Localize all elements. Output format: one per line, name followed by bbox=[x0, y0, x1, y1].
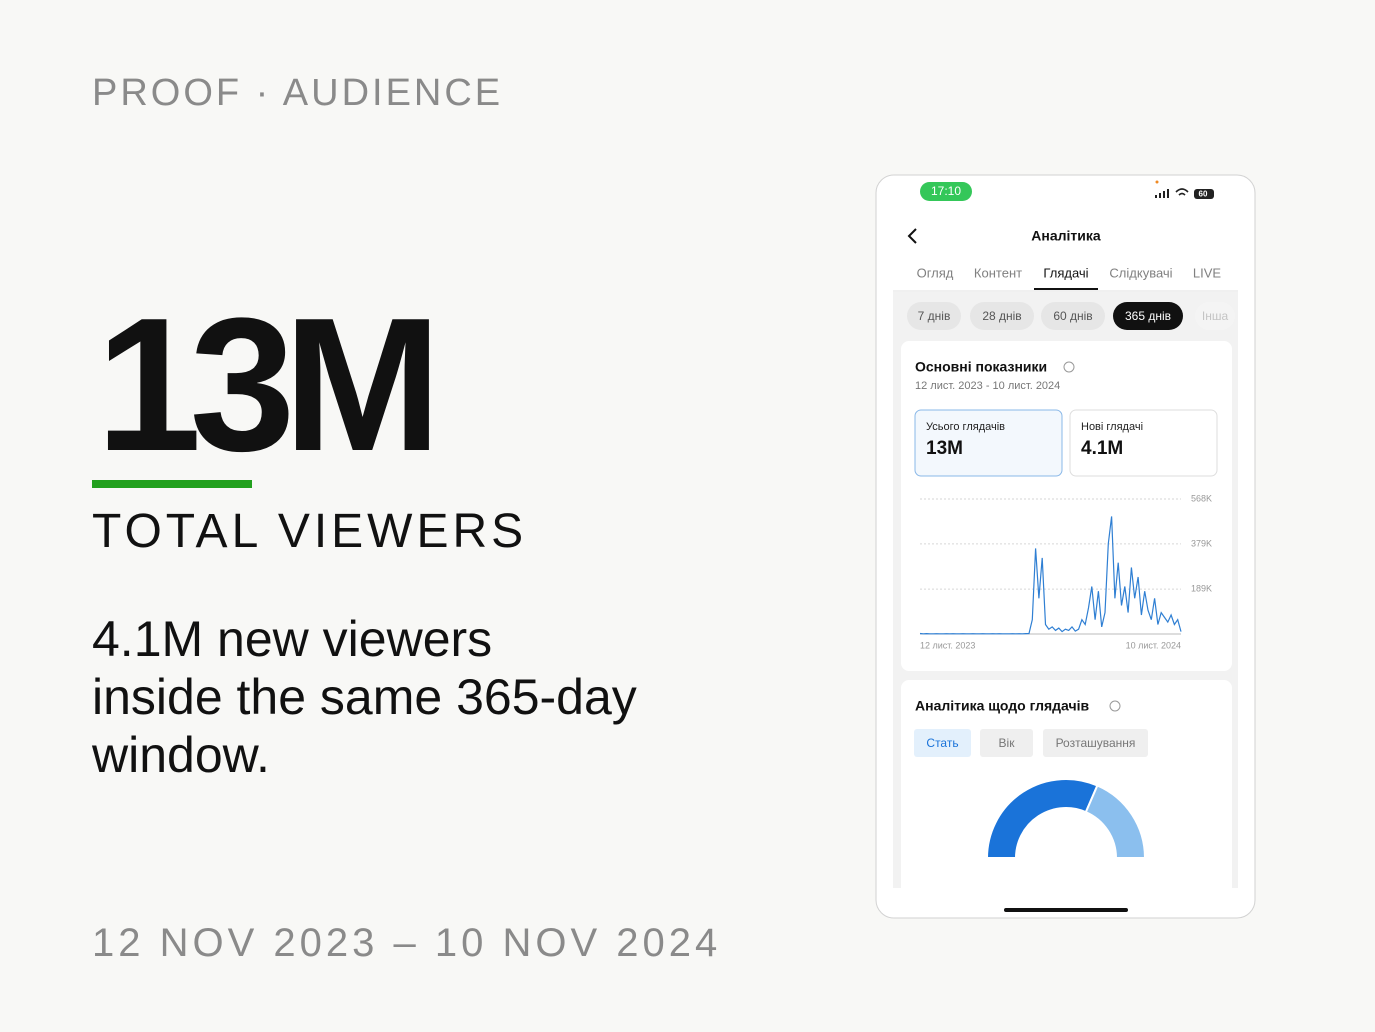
battery bbox=[1194, 189, 1214, 199]
card-title: Аналітика щодо глядачів bbox=[915, 698, 1089, 714]
metric-box[interactable] bbox=[914, 409, 1063, 477]
audience-chip-label: Розташування bbox=[1056, 736, 1136, 750]
period-chip[interactable] bbox=[907, 302, 961, 330]
description: 4.1M new viewers inside the same 365-day w… bbox=[92, 610, 637, 784]
period-chip[interactable] bbox=[1195, 302, 1235, 330]
tab[interactable]: Слідкувачі bbox=[1109, 265, 1172, 280]
description-line: inside the same 365-day bbox=[92, 669, 637, 725]
metric-label: Усього глядачів bbox=[926, 421, 1005, 433]
description-line: window. bbox=[92, 727, 270, 783]
audience-chip-label: Стать bbox=[926, 736, 958, 750]
signal bbox=[1155, 189, 1169, 198]
info-icon[interactable] bbox=[1063, 361, 1075, 373]
period-chip-label: 365 днів bbox=[1125, 309, 1171, 323]
metric-value: 4.1M bbox=[1081, 438, 1123, 459]
eyebrow: PROOF · AUDIENCE bbox=[92, 72, 504, 114]
audience-chip[interactable] bbox=[980, 729, 1033, 757]
line-series bbox=[919, 516, 1182, 635]
screen-title: Аналітика bbox=[1031, 228, 1101, 244]
period-chip[interactable] bbox=[970, 302, 1034, 330]
period-chip-label: 60 днів bbox=[1053, 309, 1092, 323]
description-line: 4.1M new viewers bbox=[92, 611, 493, 667]
period-chip[interactable] bbox=[1041, 302, 1105, 330]
wifi bbox=[1175, 188, 1189, 196]
info-icon[interactable] bbox=[1109, 700, 1121, 712]
battery-level: 60 bbox=[1199, 190, 1208, 199]
tab[interactable]: Контент bbox=[974, 265, 1022, 280]
y-tick-label: 568K bbox=[1191, 493, 1212, 503]
headline: 13M bbox=[96, 279, 442, 491]
x-tick-label: 12 лист. 2023 bbox=[920, 640, 975, 650]
tab[interactable]: LIVE bbox=[1193, 265, 1222, 280]
status-time: 17:10 bbox=[931, 184, 961, 198]
accent-bar bbox=[92, 480, 252, 488]
date-range: 12 NOV 2023 – 10 NOV 2024 bbox=[92, 921, 722, 965]
back-button[interactable] bbox=[907, 228, 917, 244]
metric-value: 13M bbox=[926, 438, 963, 459]
y-tick-label: 379K bbox=[1191, 538, 1212, 548]
x-tick-label: 10 лист. 2024 bbox=[1126, 640, 1181, 650]
home-indicator bbox=[1004, 908, 1128, 912]
period-chip-label: 7 днів bbox=[918, 309, 951, 323]
y-tick-label: 189K bbox=[1191, 583, 1212, 593]
period-chip-label: Інша bbox=[1202, 309, 1229, 323]
tab-underline bbox=[1034, 288, 1098, 290]
metric-label: Нові глядачі bbox=[1081, 421, 1143, 433]
headline-label: TOTAL VIEWERS bbox=[92, 505, 528, 558]
gauge-segment bbox=[1084, 784, 1147, 859]
audience-chip-label: Вік bbox=[999, 736, 1016, 750]
card-date: 12 лист. 2023 - 10 лист. 2024 bbox=[915, 380, 1060, 392]
tab[interactable]: Огляд bbox=[917, 265, 954, 280]
status-pill bbox=[920, 182, 972, 201]
audience-chip[interactable] bbox=[1043, 729, 1148, 757]
card-title: Основні показники bbox=[915, 359, 1047, 375]
metric-box[interactable] bbox=[1069, 409, 1218, 477]
audience-chip[interactable] bbox=[914, 729, 971, 757]
indicator bbox=[1155, 180, 1159, 184]
gauge-segment bbox=[985, 778, 1099, 859]
period-chip-label: 28 днів bbox=[982, 309, 1021, 323]
period-chip[interactable] bbox=[1113, 302, 1183, 330]
tab[interactable]: Глядачі bbox=[1043, 265, 1088, 280]
